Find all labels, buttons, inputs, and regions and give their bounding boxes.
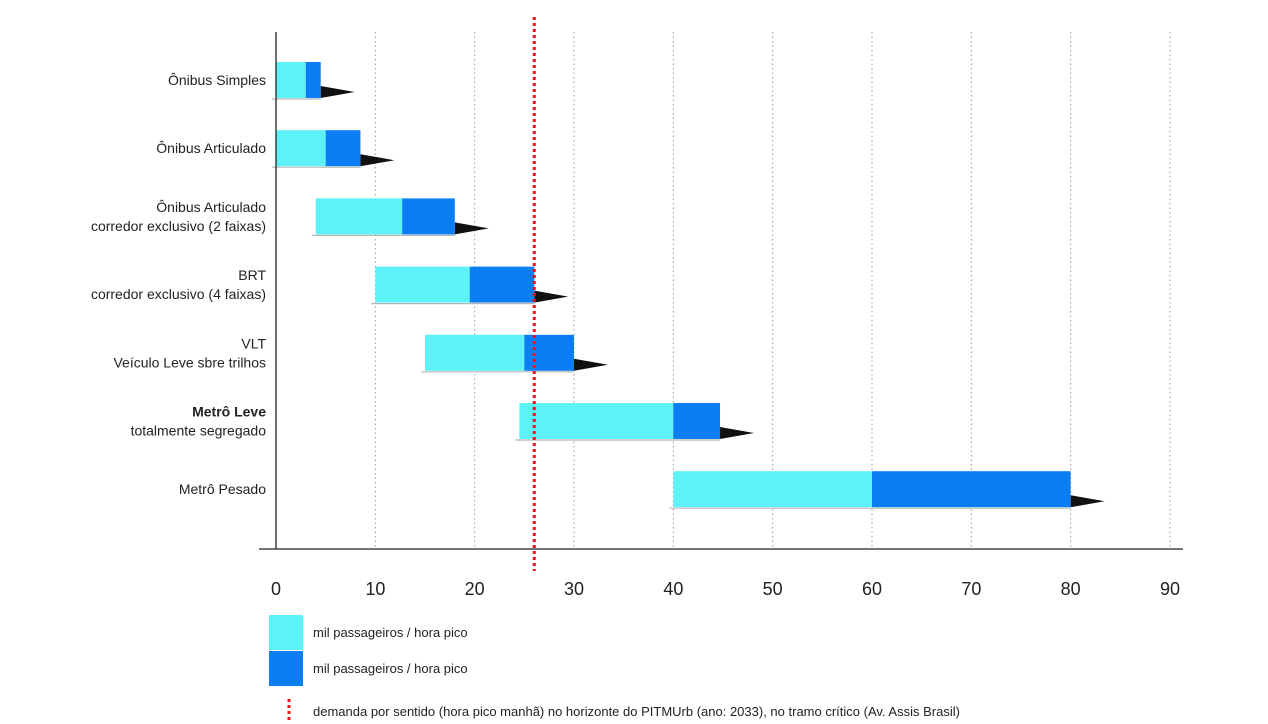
x-tick-label-30: 30 <box>564 579 584 599</box>
x-tick-label-90: 90 <box>1160 579 1180 599</box>
bar-4-series-1 <box>524 334 574 371</box>
bar-2-series-1 <box>402 198 455 235</box>
bar-0-series-0 <box>276 62 306 98</box>
x-tick-label-40: 40 <box>663 579 683 599</box>
bar-3-series-1 <box>469 266 535 303</box>
bar-3-series-0 <box>375 266 470 303</box>
bar-5-series-0 <box>519 403 674 439</box>
grid-lines <box>374 32 1171 549</box>
category-label-3-line-0: BRT <box>238 267 266 283</box>
bar-shadow-2 <box>454 222 489 235</box>
category-label-0-line-0: Ônibus Simples <box>168 72 266 88</box>
bar-shadow-3 <box>534 290 569 303</box>
category-label-2-line-1: corredor exclusivo (2 faixas) <box>91 218 266 234</box>
x-tick-label-80: 80 <box>1061 579 1081 599</box>
bar-shadow-0 <box>320 86 355 98</box>
bar-5-series-1 <box>673 403 721 439</box>
legend: mil passageiros / hora pico mil passageir… <box>269 615 960 722</box>
legend-reference-label: demanda por sentido (hora pico manhã) no… <box>313 704 960 719</box>
legend-label-1: mil passageiros / hora pico <box>313 661 468 676</box>
axes <box>259 32 1183 550</box>
x-tick-label-50: 50 <box>763 579 783 599</box>
category-label-4-line-1: Veículo Leve sbre trilhos <box>113 354 266 370</box>
category-labels: Ônibus Simples Ônibus Articulado Ônibus Ar… <box>91 72 267 497</box>
x-tick-label-60: 60 <box>862 579 882 599</box>
legend-label-0: mil passageiros / hora pico <box>313 625 468 640</box>
bar-2-series-0 <box>315 198 403 235</box>
category-label-2-line-0: Ônibus Articulado <box>156 199 266 215</box>
legend-swatch-1 <box>269 651 303 686</box>
bars <box>276 62 1071 508</box>
bar-0-series-1 <box>305 62 321 98</box>
bar-shadows <box>272 86 1105 509</box>
x-tick-label-70: 70 <box>961 579 981 599</box>
bar-1-series-1 <box>325 130 361 167</box>
legend-swatch-0 <box>269 615 303 650</box>
bar-4-series-0 <box>425 334 525 371</box>
bar-shadow-5 <box>720 427 755 439</box>
x-tick-label-20: 20 <box>465 579 485 599</box>
x-tick-label-0: 0 <box>271 579 281 599</box>
category-label-5-line-1: totalmente segregado <box>131 423 267 439</box>
category-label-5-line-0: Metrô Leve <box>192 404 266 420</box>
x-tick-label-10: 10 <box>365 579 385 599</box>
bar-shadow-4 <box>574 358 608 371</box>
bar-6-series-0 <box>673 471 872 508</box>
bar-shadow-1 <box>360 154 395 167</box>
category-label-6-line-0: Metrô Pesado <box>179 481 266 497</box>
category-label-4-line-0: VLT <box>241 335 266 351</box>
category-label-1-line-0: Ônibus Articulado <box>156 140 266 156</box>
bar-1-series-0 <box>276 130 326 167</box>
x-tick-labels: 0 10 20 30 40 50 60 70 80 90 <box>271 579 1180 599</box>
bar-shadow-6 <box>1070 495 1105 508</box>
category-label-3-line-1: corredor exclusivo (4 faixas) <box>91 286 266 302</box>
bar-6-series-1 <box>872 471 1071 508</box>
